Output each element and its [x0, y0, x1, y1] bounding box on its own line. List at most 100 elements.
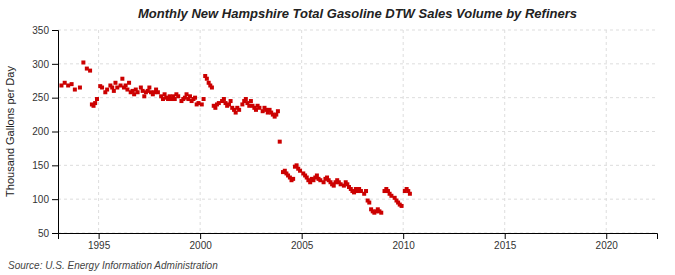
point: [113, 81, 117, 85]
point: [400, 204, 404, 208]
chart: 1995 2000 2005 2010 2015 2020 50 100 150 200 250 30…: [0, 0, 675, 275]
y-grid-line: [58, 63, 657, 64]
x-tick: 1995: [88, 233, 111, 251]
y-tick-mark: [52, 132, 58, 133]
point: [100, 86, 104, 90]
point: [364, 189, 368, 193]
point: [78, 86, 82, 90]
x-grid-line: [606, 30, 607, 233]
point: [200, 102, 204, 106]
x-tick-mark: [99, 233, 100, 239]
y-tick-label: 250: [32, 92, 49, 103]
y-tick: 150: [32, 160, 58, 171]
point: [156, 90, 160, 94]
y-tick: 100: [32, 194, 58, 205]
point: [379, 211, 383, 215]
y-grid-line: [58, 131, 657, 132]
point: [210, 86, 214, 90]
point: [93, 101, 97, 105]
y-tick: 350: [32, 25, 58, 36]
y-tick-mark: [52, 165, 58, 166]
point: [367, 201, 371, 205]
point: [291, 177, 295, 181]
y-tick-label: 350: [32, 25, 49, 36]
y-tick: 200: [32, 126, 58, 137]
point: [119, 83, 123, 87]
y-tick-label: 100: [32, 194, 49, 205]
point: [81, 60, 85, 64]
point: [237, 108, 241, 112]
x-tick: 2005: [291, 233, 314, 251]
y-tick-mark: [52, 98, 58, 99]
point: [244, 97, 248, 101]
y-tick-label: 200: [32, 126, 49, 137]
grid: [58, 30, 657, 233]
x-tick: 2000: [190, 233, 213, 251]
x-tick-mark: [302, 233, 303, 239]
point: [120, 77, 124, 81]
x-grid-line: [301, 30, 302, 233]
x-tick-mark: [403, 233, 404, 239]
y-tick-mark: [52, 199, 58, 200]
x-tick-mark: [606, 233, 607, 239]
x-grid-line: [98, 30, 99, 233]
x-tick-label: 2010: [393, 240, 416, 251]
y-axis-title: Thousand Gallons per Day: [4, 66, 16, 197]
y-tick-mark: [52, 64, 58, 65]
y-grid-line: [58, 199, 657, 200]
point: [222, 97, 226, 101]
point: [70, 82, 74, 86]
point: [127, 81, 131, 85]
x-grid-line: [200, 30, 201, 233]
y-tick-label: 300: [32, 59, 49, 70]
point: [73, 88, 77, 92]
source-note: Source: U.S. Energy Information Administ…: [8, 260, 218, 271]
y-tick-label: 150: [32, 160, 49, 171]
point: [205, 77, 209, 81]
y-grid-line: [58, 165, 657, 166]
y-tick-label: 50: [38, 228, 50, 239]
x-tick-mark: [200, 233, 201, 239]
y-axis-line: [52, 31, 59, 234]
y-tick-mark: [52, 233, 58, 234]
point: [185, 92, 189, 96]
point: [176, 94, 180, 98]
point: [132, 92, 136, 96]
point: [88, 69, 92, 73]
point: [278, 140, 282, 144]
x-tick-label: 2020: [596, 240, 619, 251]
point: [408, 192, 412, 196]
point: [142, 94, 146, 98]
point: [63, 81, 67, 85]
x-tick-label: 2015: [494, 240, 517, 251]
x-tick-label: 2005: [291, 240, 314, 251]
x-tick-label: 1995: [88, 240, 111, 251]
y-tick: 250: [32, 92, 58, 103]
point: [234, 111, 238, 115]
point: [229, 99, 233, 103]
x-axis-line: [59, 234, 658, 240]
y-tick: 300: [32, 59, 58, 70]
plot: 1995 2000 2005 2010 2015 2020 50 100 150 200 250 30…: [32, 25, 657, 251]
point: [136, 90, 140, 94]
point: [95, 97, 99, 101]
y-grid-line: [58, 30, 657, 31]
point: [254, 108, 258, 112]
point: [276, 109, 280, 113]
x-tick: 2020: [596, 233, 619, 251]
x-axis: 1995 2000 2005 2010 2015 2020: [59, 233, 658, 251]
point: [173, 97, 177, 101]
point: [112, 89, 116, 93]
point: [105, 88, 109, 92]
points: [59, 60, 411, 214]
point: [249, 99, 253, 103]
point: [193, 96, 197, 100]
point: [66, 83, 70, 87]
x-tick-mark: [505, 233, 506, 239]
x-tick-label: 2000: [190, 240, 213, 251]
x-grid-line: [403, 30, 404, 233]
point: [188, 94, 192, 98]
y-tick-mark: [52, 30, 58, 31]
y-tick: 50: [38, 228, 58, 239]
x-grid-line: [504, 30, 505, 233]
